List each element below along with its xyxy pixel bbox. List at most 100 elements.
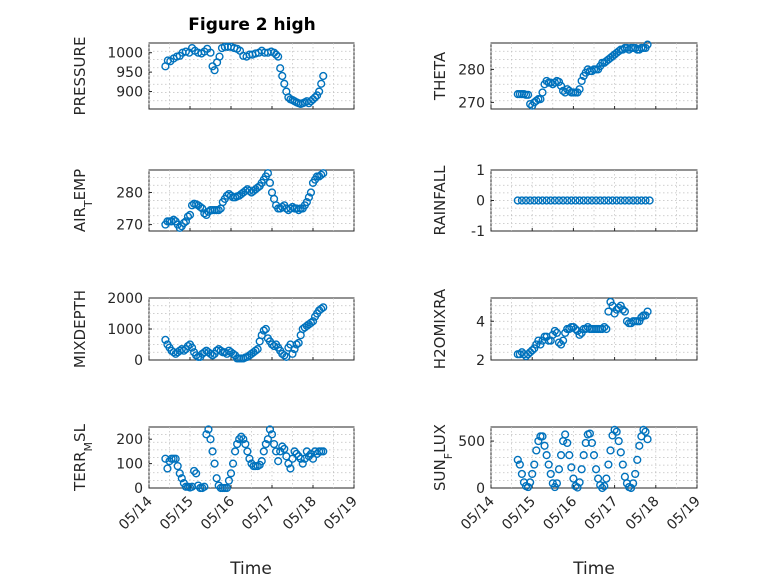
data-point: [185, 210, 195, 220]
data-point: [614, 47, 623, 56]
y-axis-label: H2OMIXRA: [431, 288, 449, 369]
data-point: [267, 340, 277, 349]
data-point: [542, 76, 551, 86]
data-point: [532, 96, 541, 105]
data-point: [302, 447, 311, 456]
y-tick-label: 0: [476, 194, 485, 210]
data-point: [556, 340, 566, 349]
data-point: [536, 340, 545, 349]
data-point: [171, 454, 180, 463]
data-point: [540, 441, 549, 450]
x-tick-label: 05/17: [239, 494, 279, 534]
data-point: [253, 183, 262, 192]
data-point: [215, 52, 224, 61]
data-point: [175, 469, 184, 478]
data-point: [267, 430, 277, 439]
data-point: [633, 196, 642, 205]
y-tick-label: 200: [116, 432, 143, 448]
data-point: [308, 317, 318, 326]
data-point: [196, 202, 205, 212]
data-point: [575, 478, 584, 487]
data-point: [513, 196, 522, 205]
x-tick-label: 05/15: [157, 494, 197, 534]
data-point: [614, 303, 623, 312]
data-point: [612, 196, 621, 205]
y-tick-label: 1000: [107, 322, 143, 338]
data-point: [618, 460, 627, 469]
data-point: [319, 447, 328, 456]
data-point: [606, 297, 615, 306]
data-point: [602, 324, 611, 334]
data-point: [637, 313, 646, 322]
y-axis-label: AIRTEMP: [71, 169, 95, 232]
data-point: [183, 212, 193, 221]
data-point: [561, 430, 570, 439]
data-point: [614, 436, 623, 446]
data-point: [575, 330, 584, 339]
x-tick-label: 05/19: [664, 494, 704, 534]
data-point: [317, 304, 326, 313]
data-point: [224, 476, 234, 485]
data-point: [282, 352, 291, 362]
data-point: [526, 196, 535, 205]
grid-lines: [148, 43, 355, 109]
data-point: [600, 482, 609, 491]
subplot-terr: 0 100 200 05/14 05/15 05/16 05/17 05/18 05/19 TER…: [71, 423, 361, 533]
data-point: [631, 469, 640, 479]
data-point: [278, 442, 287, 451]
scatter-series: [161, 42, 328, 109]
data-point: [202, 430, 211, 439]
data-point: [278, 71, 287, 81]
data-point: [643, 307, 652, 316]
data-point: [587, 438, 597, 448]
data-point: [538, 88, 547, 97]
data-point: [243, 447, 252, 456]
data-point: [167, 217, 176, 226]
data-point: [259, 447, 268, 456]
data-point: [208, 351, 217, 360]
y-tick-label: 270: [458, 95, 485, 111]
data-point: [241, 439, 250, 449]
data-point: [517, 196, 527, 205]
data-point: [577, 465, 586, 474]
data-point: [534, 436, 543, 446]
y-tick-label: 500: [458, 434, 485, 450]
data-point: [319, 169, 328, 178]
data-point: [206, 48, 215, 57]
data-point: [643, 40, 652, 49]
data-point: [210, 459, 219, 468]
data-point: [228, 349, 238, 358]
y-axis-label: PRESSURE: [71, 37, 89, 116]
data-point: [575, 196, 584, 205]
data-point: [261, 324, 270, 334]
scatter-series: [513, 297, 652, 361]
data-point: [292, 340, 301, 349]
data-point: [280, 79, 289, 88]
data-point: [567, 463, 576, 472]
data-point: [276, 447, 285, 456]
data-point: [515, 460, 524, 469]
data-point: [306, 318, 316, 327]
data-point: [173, 461, 182, 471]
data-point: [550, 326, 559, 336]
data-point: [552, 328, 562, 337]
data-point: [308, 454, 318, 463]
data-point: [567, 196, 576, 205]
data-point: [288, 349, 297, 358]
data-point: [546, 469, 555, 479]
data-point: [532, 340, 541, 349]
data-point: [596, 196, 605, 205]
data-point: [304, 193, 314, 202]
subplot-mixdepth: 0 1000 2000 MIXDEPTH: [71, 290, 355, 369]
data-point: [542, 451, 551, 460]
y-tick-label: 0: [476, 481, 485, 497]
data-point: [294, 338, 303, 348]
data-point: [575, 85, 584, 94]
data-point: [235, 435, 244, 444]
data-point: [530, 344, 539, 353]
data-point: [616, 301, 625, 310]
data-point: [183, 341, 193, 351]
data-point: [585, 429, 594, 438]
x-tick-label: 05/15: [499, 494, 539, 534]
